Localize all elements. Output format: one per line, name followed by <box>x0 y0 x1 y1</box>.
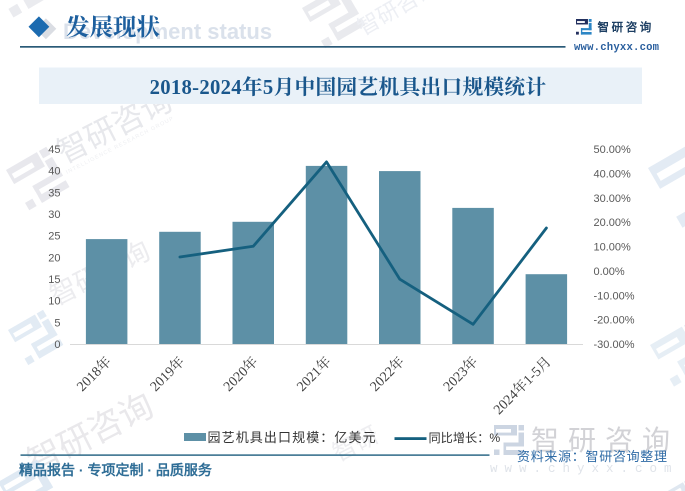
svg-text:2019年: 2019年 <box>146 353 188 395</box>
svg-text:2022年: 2022年 <box>366 353 408 395</box>
svg-text:www.chyxx.com: www.chyxx.com <box>490 462 679 476</box>
svg-text:50.00%: 50.00% <box>594 144 632 156</box>
svg-text:10: 10 <box>48 296 60 308</box>
svg-text:2018-2024年5月中国园艺机具出口规模统计: 2018-2024年5月中国园艺机具出口规模统计 <box>150 75 547 99</box>
svg-text:园艺机具出口规模：亿美元: 园艺机具出口规模：亿美元 <box>208 430 377 445</box>
svg-text:-20.00%: -20.00% <box>594 315 635 327</box>
svg-text:-10.00%: -10.00% <box>594 290 635 302</box>
svg-text:Development status: Development status <box>63 19 272 44</box>
svg-text:资料来源：智研咨询整理: 资料来源：智研咨询整理 <box>517 449 668 464</box>
svg-text:2023年: 2023年 <box>440 353 482 395</box>
svg-text:30: 30 <box>48 209 60 221</box>
svg-text:20: 20 <box>48 252 60 264</box>
svg-text:2020年: 2020年 <box>220 353 262 395</box>
svg-text:25: 25 <box>48 231 60 243</box>
svg-text:20.00%: 20.00% <box>594 217 632 229</box>
svg-text:10.00%: 10.00% <box>594 242 632 254</box>
svg-text:智研咨询: 智研咨询 <box>353 0 442 40</box>
svg-text:15: 15 <box>48 274 60 286</box>
svg-text:45: 45 <box>48 144 60 156</box>
svg-text:30.00%: 30.00% <box>594 193 632 205</box>
svg-text:5: 5 <box>54 317 60 329</box>
svg-text:www.chyxx.com: www.chyxx.com <box>574 42 659 54</box>
svg-text:2024年1-5月: 2024年1-5月 <box>490 353 555 418</box>
svg-text:35: 35 <box>48 187 60 199</box>
svg-text:2018年: 2018年 <box>73 353 115 395</box>
svg-text:智研咨询: 智研咨询 <box>598 20 654 34</box>
svg-text:2021年: 2021年 <box>293 353 335 395</box>
svg-text:同比增长：%: 同比增长：% <box>429 430 501 445</box>
svg-text:精品报告 · 专项定制 · 品质服务: 精品报告 · 专项定制 · 品质服务 <box>19 462 213 478</box>
svg-text:0.00%: 0.00% <box>594 266 625 278</box>
svg-text:智研咨询: 智研咨询 <box>531 425 679 456</box>
svg-text:-30.00%: -30.00% <box>594 339 635 351</box>
svg-text:发展现状: 发展现状 <box>66 14 160 41</box>
svg-text:40.00%: 40.00% <box>594 168 632 180</box>
svg-text:0: 0 <box>54 339 60 351</box>
svg-text:40: 40 <box>48 166 60 178</box>
